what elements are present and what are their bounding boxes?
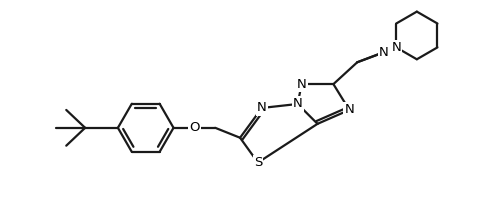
Text: N: N [293, 98, 303, 110]
Text: N: N [257, 101, 267, 115]
Text: O: O [189, 121, 199, 134]
Text: S: S [254, 156, 262, 169]
Text: N: N [391, 41, 401, 54]
Text: N: N [379, 46, 389, 59]
Text: N: N [297, 78, 307, 91]
Text: N: N [344, 103, 354, 116]
